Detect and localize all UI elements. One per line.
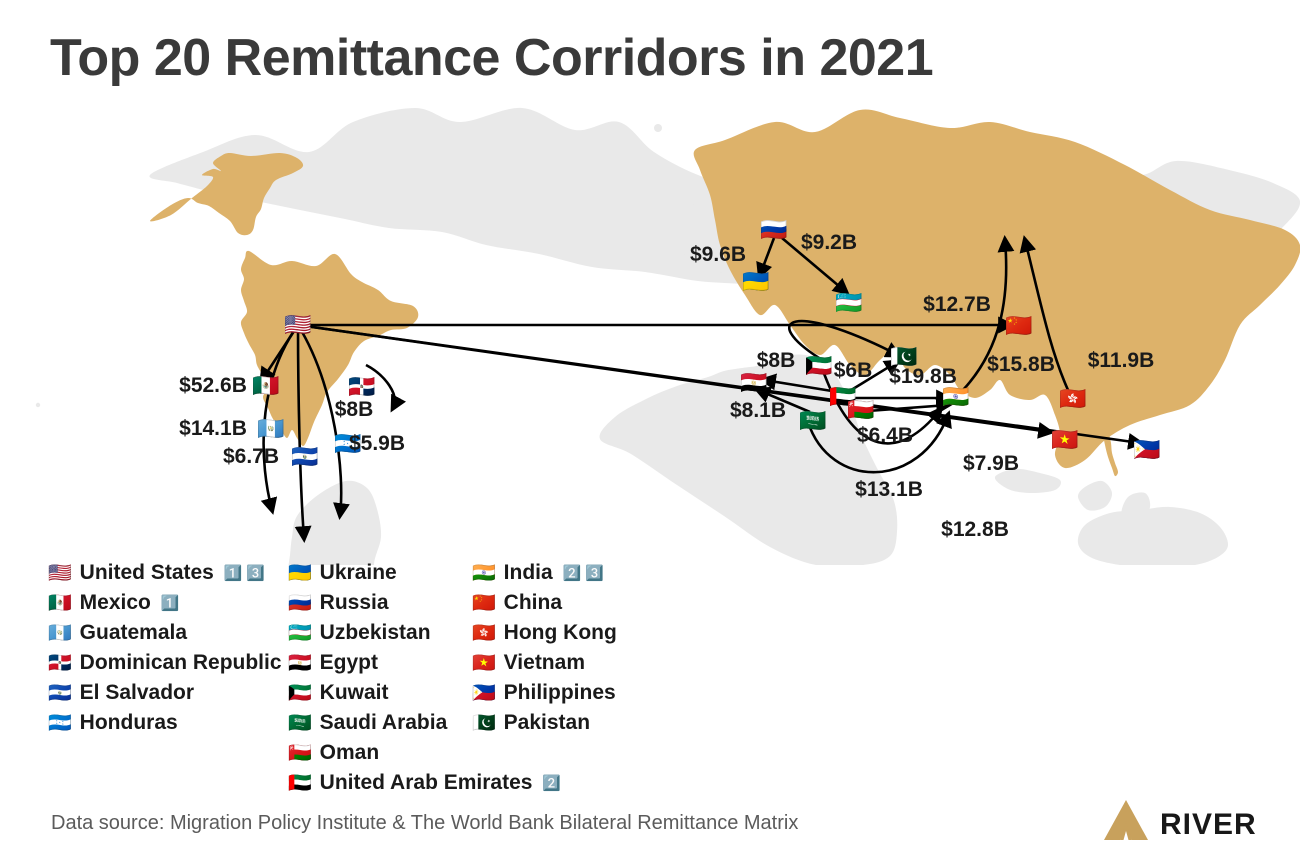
svg-text:RIVER: RIVER: [1160, 808, 1257, 841]
